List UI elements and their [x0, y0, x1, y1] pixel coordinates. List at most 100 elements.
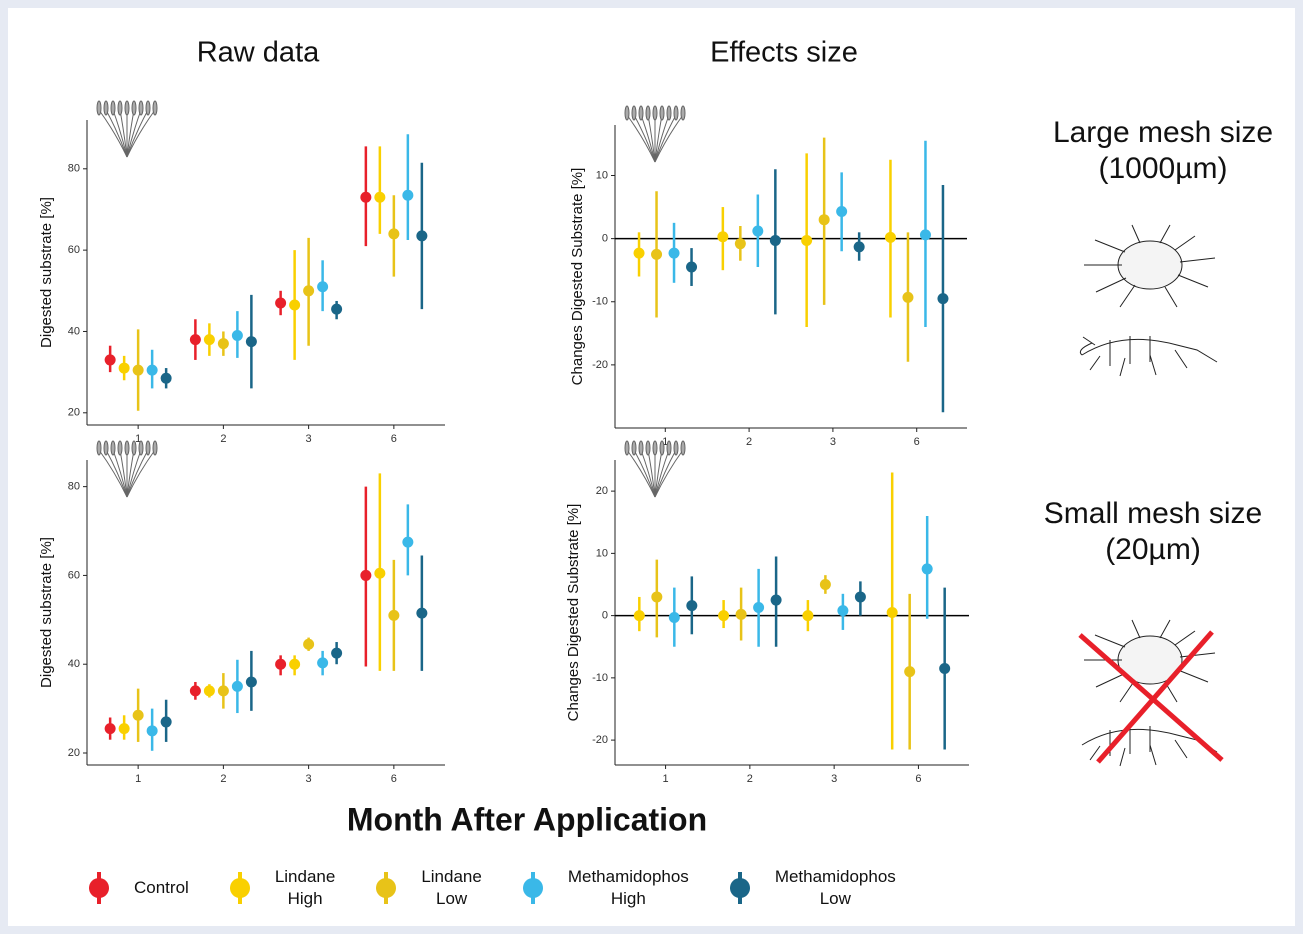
y-tick-label: 60	[68, 244, 80, 256]
y-tick-label: 80	[68, 481, 80, 493]
x-tick-label: 3	[306, 433, 312, 445]
point	[118, 723, 130, 735]
row-label: Large mesh size (1000µm)	[1013, 115, 1303, 187]
legend-item: Lindane Low	[375, 866, 496, 910]
wheat-ear	[666, 440, 672, 456]
y-tick-label: -20	[592, 359, 608, 371]
legend-item: Methamidophos Low	[729, 866, 910, 910]
wheat-icon	[624, 440, 686, 498]
point	[853, 241, 865, 253]
wheat-ear	[124, 100, 130, 116]
x-tick-label: 3	[831, 773, 837, 785]
point	[203, 334, 215, 346]
point	[275, 658, 287, 670]
point	[752, 225, 764, 237]
wheat-ear	[631, 105, 637, 121]
point	[818, 214, 830, 226]
legend-key-dot	[89, 878, 109, 898]
point	[402, 189, 414, 201]
point	[203, 685, 215, 697]
point	[937, 293, 949, 305]
wheat-ear	[117, 440, 123, 456]
wheat-stem	[105, 449, 128, 498]
row-label-line: (20µm)	[1105, 533, 1201, 566]
point	[303, 285, 315, 297]
legend-item: Lindane High	[229, 866, 350, 910]
mite-icon	[1081, 619, 1218, 767]
legend-key-dot	[729, 878, 750, 898]
column-title: Effects size	[710, 37, 858, 69]
point	[289, 299, 301, 311]
wheat-ear	[680, 440, 686, 456]
legend-key	[522, 872, 543, 904]
point	[189, 685, 201, 697]
wheat-ear	[96, 100, 102, 116]
point	[388, 228, 400, 240]
wheat-ear	[103, 100, 109, 116]
row-label-line: (1000µm)	[1098, 152, 1228, 185]
wheat-icon	[96, 100, 158, 158]
point	[633, 247, 645, 259]
point	[275, 297, 287, 309]
x-tick-label: 2	[220, 773, 226, 785]
point	[402, 536, 414, 548]
x-tick-label: 6	[915, 773, 921, 785]
point	[160, 716, 172, 728]
point	[189, 334, 201, 346]
legend-key-dot	[229, 878, 250, 898]
legend-label: Methamidophos High	[567, 867, 689, 908]
point	[317, 281, 329, 293]
point	[651, 248, 663, 260]
wheat-ear	[652, 440, 658, 456]
legend-label: Methamidophos Low	[774, 867, 896, 908]
y-axis-label: Digested substrate [%]	[38, 197, 55, 348]
point	[770, 594, 782, 606]
point	[388, 609, 400, 621]
wheat-ear	[117, 100, 123, 116]
wheat-stem	[654, 114, 684, 163]
wheat-stem	[654, 449, 684, 498]
x-tick-label: 2	[746, 436, 752, 448]
point	[146, 725, 158, 737]
wheat-stem	[633, 114, 656, 163]
point	[939, 663, 951, 675]
wheat-ear	[110, 100, 116, 116]
point	[217, 685, 229, 697]
point	[360, 569, 372, 581]
wheat-ear	[152, 100, 158, 116]
legend-label: Lindane Low	[421, 867, 482, 908]
point	[118, 362, 130, 374]
wheat-ear	[145, 440, 151, 456]
point	[921, 563, 933, 575]
wheat-ear	[624, 440, 630, 456]
wheat-ear	[145, 100, 151, 116]
point	[836, 205, 848, 217]
point	[160, 372, 172, 384]
wheat-ear	[624, 105, 630, 121]
wheat-ear	[659, 440, 665, 456]
wheat-ear	[638, 440, 644, 456]
row-label-line: Small mesh size	[1043, 497, 1263, 530]
y-axis-label: Changes Digested Substrate [%]	[565, 504, 582, 722]
point	[416, 607, 428, 619]
wheat-icon	[624, 105, 686, 163]
legend-key	[229, 872, 250, 904]
point	[718, 610, 730, 622]
y-tick-label: -10	[592, 296, 608, 308]
wheat-ear	[673, 440, 679, 456]
point	[245, 676, 257, 688]
point	[819, 578, 831, 590]
x-tick-label: 1	[663, 773, 669, 785]
legend-key-dot	[376, 878, 397, 898]
point	[902, 291, 914, 303]
x-tick-label: 6	[391, 773, 397, 785]
point	[317, 657, 329, 669]
wheat-ear	[631, 440, 637, 456]
x-tick-label: 6	[914, 436, 920, 448]
y-tick-label: 10	[596, 547, 608, 559]
legend-item: Methamidophos High	[522, 866, 703, 910]
x-tick-label: 2	[747, 773, 753, 785]
point	[331, 303, 343, 315]
x-tick-label: 1	[135, 773, 141, 785]
